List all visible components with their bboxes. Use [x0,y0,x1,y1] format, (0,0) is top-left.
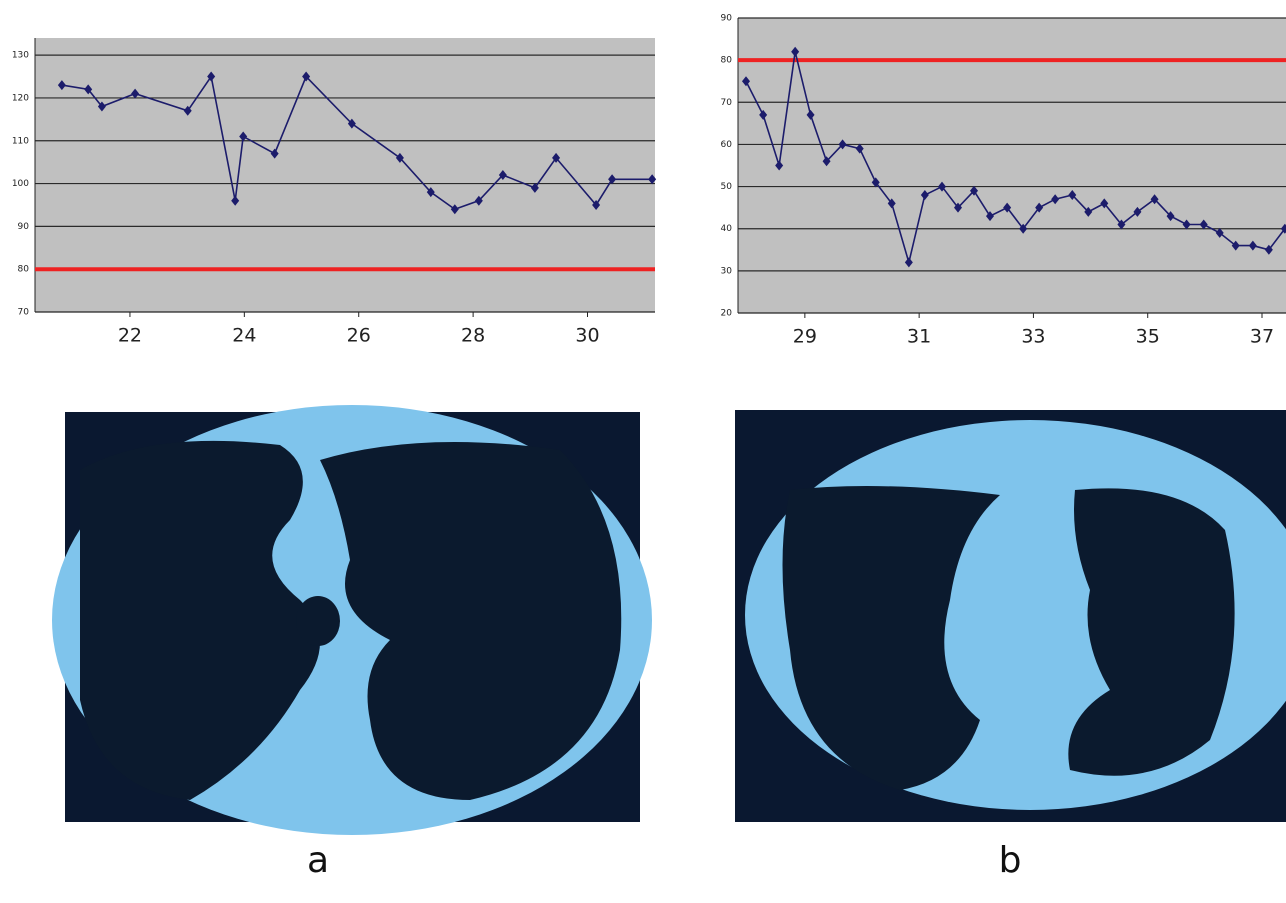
data-point [806,109,815,120]
data-point [474,195,483,206]
data-point [1084,206,1093,217]
y-tick-label: 130 [12,51,29,61]
data-point [822,156,831,167]
data-point [1182,219,1191,230]
data-point [1035,202,1044,213]
y-tick-label: 90 [18,222,30,232]
data-point [1199,219,1208,230]
data-point [57,80,66,91]
y-tick-label: 100 [12,179,29,189]
data-point [1264,244,1273,255]
y-tick-label: 60 [721,140,733,150]
data-point [450,204,459,215]
data-line [745,51,1286,266]
data-point [954,202,962,213]
data-point [1215,227,1224,238]
data-point [239,131,248,142]
data-point [302,71,311,82]
data-point [1068,190,1077,200]
data-point [498,170,507,180]
data-point [395,152,404,163]
data-point [742,76,750,87]
x-tick-label: 33 [1021,326,1045,348]
data-point [84,84,93,95]
y-tick-label: 70 [721,98,733,108]
data-point [592,199,601,210]
ct-image-a [52,405,652,835]
y-tick-label: 50 [721,182,733,192]
data-point [1280,223,1286,234]
data-point [775,160,784,171]
data-point [920,190,929,200]
y-tick-label: 80 [18,265,30,275]
data-point [1100,198,1109,209]
data-point [97,101,106,112]
data-point [608,174,617,185]
plot-area [738,18,1286,313]
x-tick-label: 37 [1250,326,1274,348]
x-tick-label: 22 [118,325,142,347]
data-point [970,185,978,196]
data-point [183,105,192,116]
x-tick-label: 26 [347,325,371,347]
data-point [1019,223,1028,234]
data-point [648,174,657,185]
y-tick-label: 40 [721,224,733,234]
data-point [887,198,896,209]
data-point [938,181,946,192]
data-point [986,211,994,222]
data-point [231,195,240,206]
data-point [1117,219,1126,230]
data-point [530,182,539,193]
x-tick-label: 28 [461,325,485,347]
data-point [1248,240,1257,251]
y-tick-label: 110 [12,136,29,146]
data-point [1133,206,1142,217]
x-tick-label: 29 [793,326,817,348]
x-tick-label: 24 [232,325,256,347]
data-point [207,71,216,82]
ct-image-b [735,410,1286,822]
data-point [270,148,279,159]
data-point [855,143,864,154]
data-point [131,88,140,99]
data-point [871,177,880,188]
plot-area [35,38,655,312]
y-tick-label: 120 [12,93,29,103]
data-point [904,257,913,268]
panel-label: b [999,840,1022,881]
data-point [759,109,768,120]
data-point [552,152,561,163]
data-point [791,46,800,57]
y-tick-label: 80 [721,56,733,66]
x-tick-label: 35 [1136,326,1160,348]
data-point [1231,240,1240,251]
y-tick-label: 90 [721,14,733,24]
data-point [1003,202,1012,213]
data-point [1166,211,1175,222]
panel-label: a [307,840,329,881]
data-point [1150,194,1159,205]
y-tick-label: 30 [721,266,733,276]
data-point [1051,194,1060,205]
data-point [838,139,847,150]
data-point [347,118,356,129]
x-tick-label: 31 [907,326,931,348]
y-tick-label: 20 [721,309,733,319]
y-tick-label: 70 [18,308,30,318]
x-tick-label: 30 [575,325,599,347]
data-point [426,187,435,198]
